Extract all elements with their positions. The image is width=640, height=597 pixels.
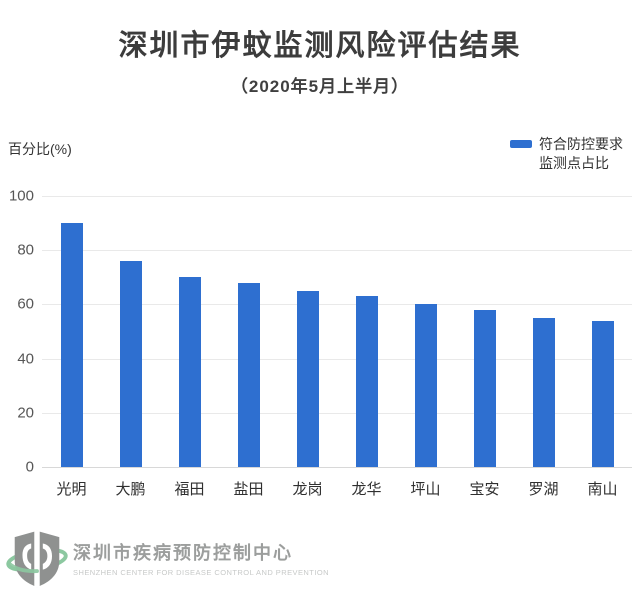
x-axis-labels: 光明 大鹏 福田 盐田 龙岗 龙华 坪山 宝安 罗湖 南山: [42, 478, 632, 499]
bar-盐田: [237, 282, 260, 467]
y-tick-label: 40: [17, 350, 34, 368]
bar-slot: [101, 196, 160, 467]
bar-福田: [178, 277, 201, 467]
x-tick-label: 龙华: [351, 481, 382, 498]
bar-slot: [42, 196, 101, 467]
x-tick-label: 罗湖: [528, 481, 559, 498]
x-tick-label: 龙岗: [292, 481, 323, 498]
legend-label-line2: 监测点占比: [539, 155, 609, 171]
x-tick-label: 福田: [174, 481, 205, 498]
y-tick-label: 80: [17, 241, 34, 259]
bar-坪山: [414, 304, 437, 467]
cdc-shield-logo-icon: [6, 530, 68, 588]
y-axis-label: 百分比(%): [8, 141, 72, 157]
gridline: [42, 250, 632, 252]
legend-swatch-icon: [510, 140, 532, 148]
org-name-en: SHENZHEN CENTER FOR DISEASE CONTROL AND …: [73, 568, 330, 577]
bar-slot: [573, 196, 632, 467]
legend-label: 符合防控要求 监测点占比: [539, 135, 623, 173]
gridline: [42, 358, 632, 360]
bar-大鹏: [119, 261, 142, 467]
y-tick-label: 60: [17, 295, 34, 313]
gridline: [42, 412, 632, 414]
footer: 深圳市疾病预防控制中心 SHENZHEN CENTER FOR DISEASE …: [6, 526, 329, 590]
bar-slot: [219, 196, 278, 467]
bar-光明: [60, 223, 83, 467]
legend: 符合防控要求 监测点占比: [510, 135, 623, 173]
y-tick-label: 20: [17, 404, 34, 422]
gridline: [42, 304, 632, 306]
bar-宝安: [473, 309, 496, 467]
bar-slot: [337, 196, 396, 467]
bar-slot: [396, 196, 455, 467]
bar-series: [42, 196, 632, 467]
gridline: [42, 196, 632, 197]
bar-南山: [591, 320, 614, 467]
bar-slot: [278, 196, 337, 467]
y-axis-ticks: 100 80 60 40 20 0: [0, 188, 34, 476]
chart-title: 深圳市伊蚊监测风险评估结果: [118, 30, 522, 62]
bar-罗湖: [532, 317, 555, 467]
bar-slot: [514, 196, 573, 467]
x-tick-label: 坪山: [410, 481, 441, 498]
org-name-block: 深圳市疾病预防控制中心 SHENZHEN CENTER FOR DISEASE …: [73, 539, 329, 577]
x-tick-label: 大鹏: [115, 481, 146, 498]
org-name-cn: 深圳市疾病预防控制中心: [73, 543, 293, 563]
chart-subtitle: （2020年5月上半月）: [230, 77, 410, 96]
bar-龙岗: [296, 290, 319, 467]
x-tick-label: 光明: [56, 481, 87, 498]
x-tick-label: 宝安: [469, 481, 500, 498]
bar-龙华: [355, 296, 378, 467]
plot-area: [42, 196, 632, 468]
bar-slot: [160, 196, 219, 467]
bar-slot: [455, 196, 514, 467]
x-axis-baseline: [42, 467, 632, 468]
y-tick-label: 0: [25, 458, 34, 476]
x-tick-label: 南山: [587, 481, 618, 498]
legend-label-line1: 符合防控要求: [539, 136, 623, 152]
y-tick-label: 100: [8, 187, 34, 205]
x-tick-label: 盐田: [233, 481, 264, 498]
